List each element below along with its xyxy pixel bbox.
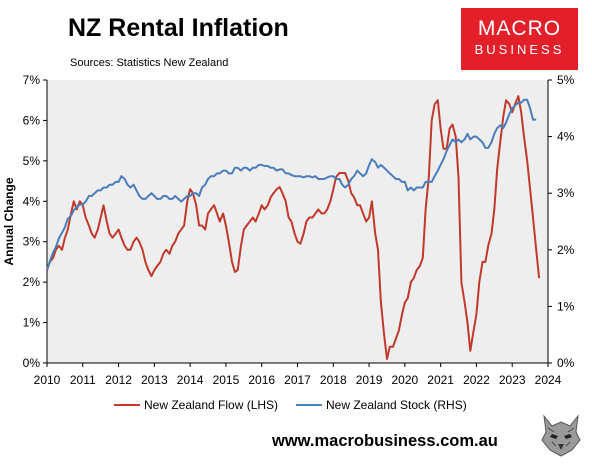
x-tick-label: 2014 bbox=[177, 373, 204, 387]
right-tick-label: 4% bbox=[557, 130, 575, 144]
series-line-stock bbox=[46, 98, 537, 270]
x-tick-label: 2015 bbox=[213, 373, 240, 387]
plot-area bbox=[47, 80, 548, 363]
x-tick-label: 2020 bbox=[392, 373, 419, 387]
series-line-flow bbox=[46, 95, 541, 360]
logo-line2: BUSINESS bbox=[474, 42, 565, 57]
x-tick-label: 2021 bbox=[427, 373, 454, 387]
x-tick-label: 2024 bbox=[535, 373, 562, 387]
x-tick-label: 2011 bbox=[70, 373, 96, 387]
x-tick-label: 2019 bbox=[356, 373, 383, 387]
wolf-logo-icon bbox=[538, 410, 584, 458]
x-tick-label: 2010 bbox=[34, 373, 61, 387]
logo-line1: MACRO bbox=[477, 17, 562, 40]
macrobusiness-logo: MACRO BUSINESS bbox=[461, 8, 578, 70]
left-tick-label: 5% bbox=[23, 154, 41, 168]
right-tick-label: 5% bbox=[557, 73, 575, 87]
left-tick-label: 7% bbox=[23, 73, 41, 87]
left-tick-label: 4% bbox=[23, 194, 41, 208]
left-tick-label: 6% bbox=[23, 113, 41, 127]
legend-label-flow: New Zealand Flow (LHS) bbox=[144, 398, 278, 412]
x-tick-label: 2018 bbox=[320, 373, 347, 387]
left-tick-label: 2% bbox=[23, 275, 41, 289]
left-tick-label: 1% bbox=[23, 316, 41, 330]
right-tick-label: 1% bbox=[557, 299, 575, 313]
y-axis-label: Annual Change bbox=[2, 177, 16, 265]
x-tick-label: 2023 bbox=[499, 373, 526, 387]
right-tick-label: 3% bbox=[557, 186, 575, 200]
right-tick-label: 2% bbox=[557, 243, 575, 257]
x-tick-label: 2022 bbox=[463, 373, 490, 387]
chart-title: NZ Rental Inflation bbox=[68, 14, 289, 42]
website-url[interactable]: www.macrobusiness.com.au bbox=[272, 432, 498, 450]
x-tick-label: 2016 bbox=[248, 373, 275, 387]
x-tick-label: 2013 bbox=[141, 373, 168, 387]
left-tick-label: 0% bbox=[23, 356, 41, 370]
right-tick-label: 0% bbox=[557, 356, 575, 370]
left-tick-label: 3% bbox=[23, 235, 41, 249]
chart-subtitle: Sources: Statistics New Zealand bbox=[70, 57, 229, 69]
x-tick-label: 2012 bbox=[105, 373, 132, 387]
x-tick-label: 2017 bbox=[284, 373, 311, 387]
legend-label-stock: New Zealand Stock (RHS) bbox=[326, 398, 467, 412]
